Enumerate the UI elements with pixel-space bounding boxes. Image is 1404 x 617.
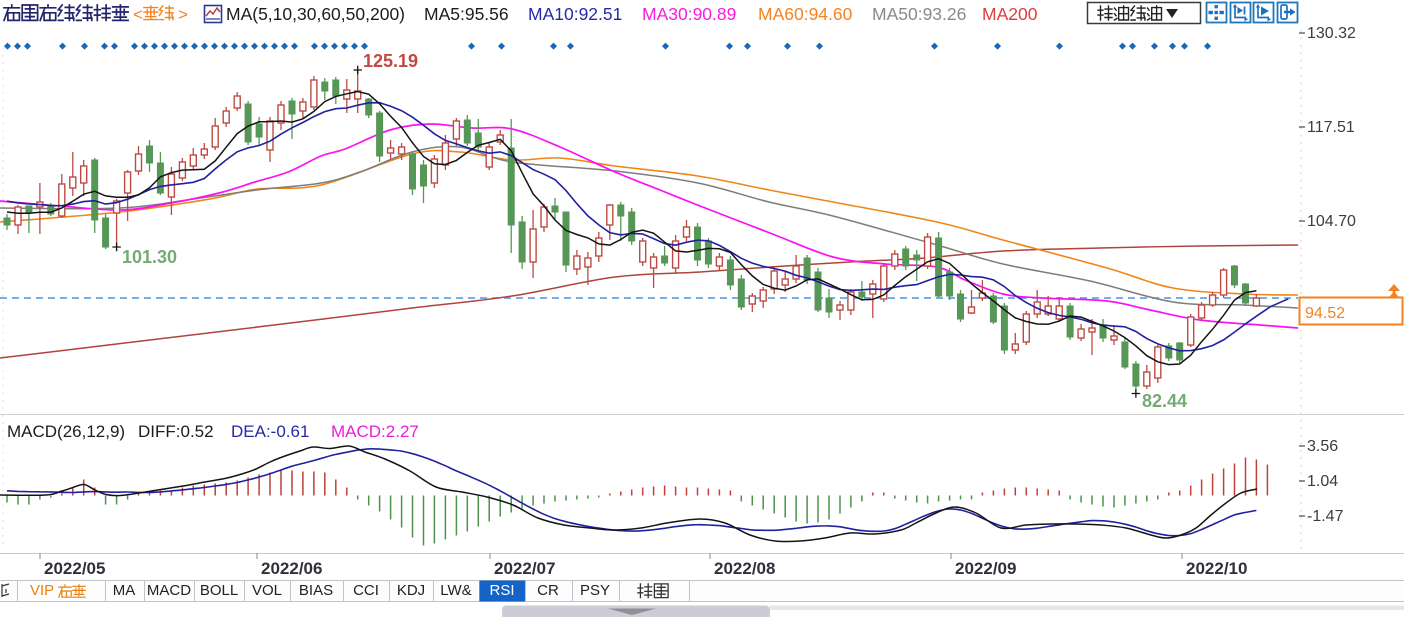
svg-text:1.04: 1.04 xyxy=(1307,473,1338,490)
svg-text:MA(5,10,30,60,50,200): MA(5,10,30,60,50,200) xyxy=(226,4,405,24)
svg-text:MA30:90.89: MA30:90.89 xyxy=(642,4,736,24)
svg-text:MA200: MA200 xyxy=(982,4,1038,24)
svg-text:2022/06: 2022/06 xyxy=(261,559,322,578)
svg-text:PSY: PSY xyxy=(580,582,610,599)
svg-text:117.51: 117.51 xyxy=(1307,119,1355,136)
svg-text:130.32: 130.32 xyxy=(1307,25,1356,42)
svg-text:<: < xyxy=(133,5,143,24)
svg-text:MA60:94.60: MA60:94.60 xyxy=(758,4,853,24)
svg-text:LW&: LW& xyxy=(440,582,471,599)
svg-text:KDJ: KDJ xyxy=(397,582,425,599)
svg-text:MACD: MACD xyxy=(147,582,191,599)
svg-text:DEA:-0.61: DEA:-0.61 xyxy=(231,422,309,441)
svg-text:2022/08: 2022/08 xyxy=(714,559,775,578)
svg-text:2022/09: 2022/09 xyxy=(955,559,1016,578)
svg-text:2022/05: 2022/05 xyxy=(44,559,105,578)
svg-text:BIAS: BIAS xyxy=(299,582,333,599)
svg-text:>: > xyxy=(178,5,188,24)
svg-text:MACD:2.27: MACD:2.27 xyxy=(331,422,419,441)
svg-text:2022/07: 2022/07 xyxy=(494,559,555,578)
svg-text:125.19: 125.19 xyxy=(363,51,418,71)
svg-text:104.70: 104.70 xyxy=(1307,213,1356,230)
svg-text:MA5:95.56: MA5:95.56 xyxy=(424,4,509,24)
svg-text:RSI: RSI xyxy=(489,582,514,599)
svg-text:2022/10: 2022/10 xyxy=(1186,559,1247,578)
svg-text:DIFF:0.52: DIFF:0.52 xyxy=(138,422,214,441)
svg-text:82.44: 82.44 xyxy=(1142,391,1187,411)
svg-text:3.56: 3.56 xyxy=(1307,438,1338,455)
svg-text:MA10:92.51: MA10:92.51 xyxy=(528,4,622,24)
svg-text:VIP: VIP xyxy=(30,582,54,599)
svg-text:MACD(26,12,9): MACD(26,12,9) xyxy=(7,422,125,441)
svg-text:CCI: CCI xyxy=(353,582,379,599)
svg-text:VOL: VOL xyxy=(252,582,282,599)
svg-text:BOLL: BOLL xyxy=(200,582,238,599)
svg-text:CR: CR xyxy=(537,582,559,599)
svg-text:101.30: 101.30 xyxy=(122,247,177,267)
svg-text:94.52: 94.52 xyxy=(1305,305,1345,322)
svg-text:-1.47: -1.47 xyxy=(1307,508,1344,525)
svg-text:MA: MA xyxy=(113,582,136,599)
svg-text:MA50:93.26: MA50:93.26 xyxy=(872,4,966,24)
